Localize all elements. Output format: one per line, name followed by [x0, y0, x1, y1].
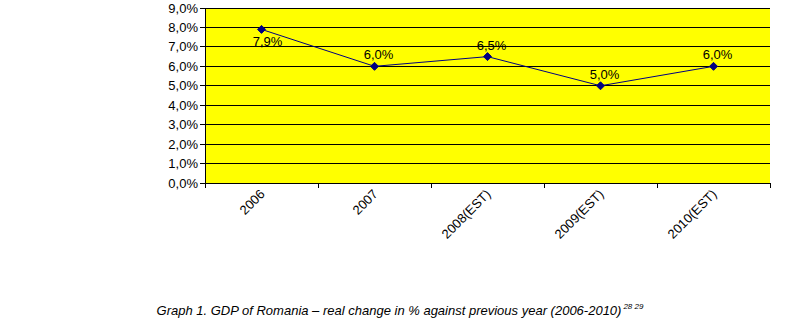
- chart-title: Graph 1. GDP of Romania – real change in…: [157, 302, 644, 318]
- y-tick: [200, 144, 205, 145]
- data-label: 7,9%: [253, 34, 283, 49]
- grid-line: [205, 8, 770, 9]
- grid-line: [205, 183, 770, 184]
- grid-line: [205, 66, 770, 67]
- plot-background: [205, 8, 770, 183]
- x-tick: [431, 183, 432, 188]
- grid-line: [205, 27, 770, 28]
- grid-line: [205, 105, 770, 106]
- y-tick-label: 9,0%: [168, 1, 198, 16]
- x-tick-label: 2007: [350, 187, 381, 218]
- y-tick: [200, 124, 205, 125]
- x-tick-label: 2006: [237, 187, 268, 218]
- x-tick-label: 2008(EST): [439, 187, 494, 242]
- y-tick: [200, 46, 205, 47]
- y-tick-label: 3,0%: [168, 117, 198, 132]
- y-tick: [200, 105, 205, 106]
- data-point: [597, 82, 605, 90]
- y-axis: [205, 8, 206, 183]
- y-tick: [200, 27, 205, 28]
- y-tick: [200, 183, 205, 184]
- x-tick: [657, 183, 658, 188]
- data-label: 6,5%: [477, 38, 507, 53]
- x-axis: [205, 183, 770, 184]
- chart-container: 0,0% 1,0% 2,0% 3,0% 4,0% 5,0% 6,0% 7,0% 8,0% 9,0%…: [0, 0, 785, 330]
- grid-line: [205, 163, 770, 164]
- y-tick: [200, 66, 205, 67]
- data-group: [258, 25, 718, 89]
- y-tick-label: 2,0%: [168, 137, 198, 152]
- x-tick: [770, 183, 771, 188]
- grid-line: [205, 85, 770, 86]
- title-text: Graph 1. GDP of Romania – real change in…: [157, 303, 622, 318]
- data-label: 6,0%: [703, 47, 733, 62]
- data-point: [258, 25, 266, 33]
- y-tick-label: 6,0%: [168, 59, 198, 74]
- y-tick: [200, 163, 205, 164]
- y-tick-label: 7,0%: [168, 39, 198, 54]
- y-tick: [200, 8, 205, 9]
- y-tick-label: 8,0%: [168, 20, 198, 35]
- y-tick: [200, 85, 205, 86]
- data-point: [710, 62, 718, 70]
- data-point: [371, 62, 379, 70]
- data-label: 6,0%: [364, 47, 394, 62]
- x-tick: [318, 183, 319, 188]
- data-point: [484, 53, 492, 61]
- x-tick: [205, 183, 206, 188]
- data-line: [262, 29, 714, 85]
- y-tick-label: 1,0%: [168, 156, 198, 171]
- x-tick-label: 2010(EST): [665, 187, 720, 242]
- y-tick-label: 5,0%: [168, 78, 198, 93]
- y-tick-label: 0,0%: [168, 176, 198, 191]
- data-label: 5,0%: [590, 67, 620, 82]
- chart-svg: 0,0% 1,0% 2,0% 3,0% 4,0% 5,0% 6,0% 7,0% 8,0% 9,0%…: [0, 0, 785, 330]
- x-tick: [544, 183, 545, 188]
- footnote-ref: 28 29: [622, 302, 644, 311]
- grid-line: [205, 144, 770, 145]
- y-tick-label: 4,0%: [168, 98, 198, 113]
- x-tick-label: 2009(EST): [552, 187, 607, 242]
- grid-line: [205, 124, 770, 125]
